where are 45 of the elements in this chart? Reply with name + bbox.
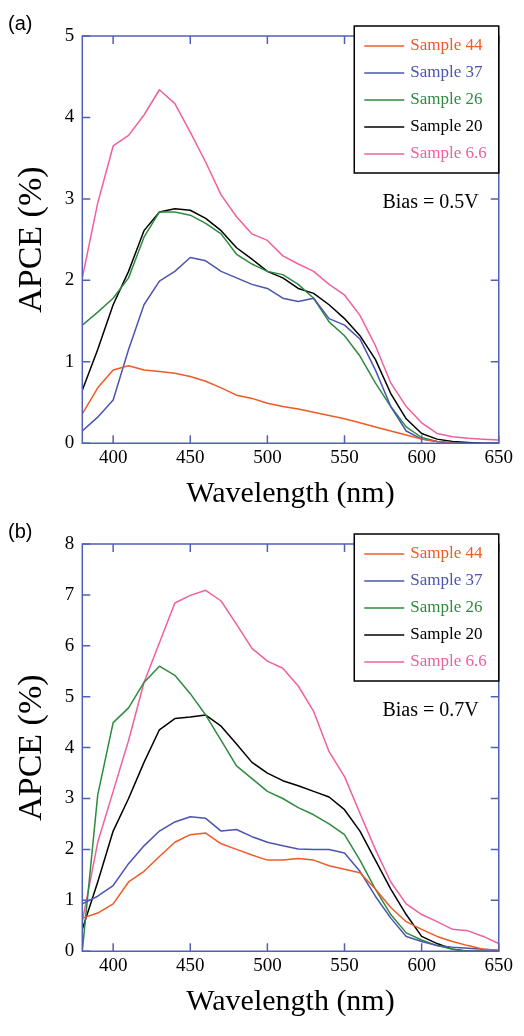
y-tick-label: 1 <box>64 888 75 910</box>
y-axis-title: APCE (%) <box>11 674 50 821</box>
x-tick-label: 400 <box>98 445 128 467</box>
x-axis-title: Wavelength (nm) <box>186 474 395 509</box>
y-tick-label: 3 <box>64 786 75 808</box>
y-tick-label: 0 <box>64 431 75 453</box>
legend-label: Sample 6.6 <box>410 651 487 671</box>
y-tick-label: 5 <box>64 23 75 45</box>
y-axis-title: APCE (%) <box>11 166 50 313</box>
x-tick-label: 650 <box>484 445 513 467</box>
x-tick-label: 600 <box>407 445 436 467</box>
y-tick-label: 3 <box>64 186 75 208</box>
annotation: Bias = 0.7V <box>382 698 480 721</box>
y-tick-label: 0 <box>64 939 75 961</box>
y-tick-label: 5 <box>64 684 75 706</box>
y-tick-label: 6 <box>64 633 75 655</box>
y-tick-label: 2 <box>64 837 75 859</box>
x-tick-label: 400 <box>98 953 128 975</box>
x-tick-label: 550 <box>330 445 359 467</box>
x-axis-title: Wavelength (nm) <box>186 982 395 1017</box>
legend-label: Sample 20 <box>410 624 483 644</box>
y-tick-label: 2 <box>64 268 75 290</box>
legend-label: Sample 26 <box>410 597 483 617</box>
y-tick-label: 8 <box>64 531 75 553</box>
legend-label: Sample 37 <box>410 570 483 590</box>
legend-label: Sample 44 <box>410 35 483 55</box>
y-tick-label: 4 <box>64 735 75 757</box>
legend-label: Sample 37 <box>410 62 483 82</box>
x-tick-label: 550 <box>330 953 359 975</box>
annotation: Bias = 0.5V <box>382 190 480 213</box>
chart-title: (b) <box>8 519 33 542</box>
legend-label: Sample 44 <box>410 543 483 563</box>
y-tick-label: 4 <box>64 105 75 127</box>
chart-title: (a) <box>8 11 33 34</box>
legend-label: Sample 6.6 <box>410 143 487 163</box>
x-tick-label: 450 <box>176 445 205 467</box>
x-tick-label: 500 <box>253 445 282 467</box>
x-tick-label: 600 <box>407 953 436 975</box>
x-tick-label: 450 <box>176 953 205 975</box>
legend-label: Sample 20 <box>410 116 483 136</box>
y-tick-label: 7 <box>64 582 75 604</box>
legend-label: Sample 26 <box>410 89 483 109</box>
y-tick-label: 1 <box>64 349 75 371</box>
x-tick-label: 650 <box>484 953 513 975</box>
x-tick-label: 500 <box>253 953 282 975</box>
